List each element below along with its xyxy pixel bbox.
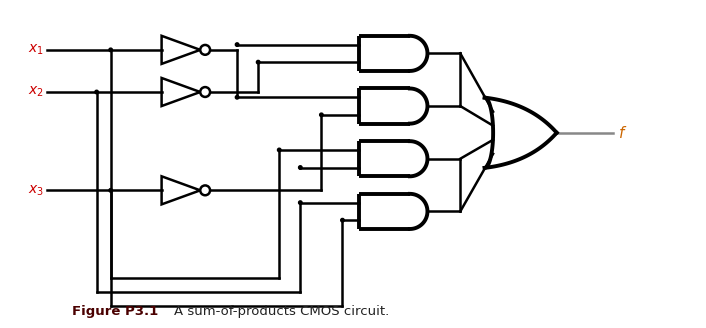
Circle shape [235, 43, 239, 46]
Circle shape [201, 45, 210, 55]
Circle shape [277, 148, 281, 152]
Text: $x_2$: $x_2$ [28, 85, 44, 99]
Circle shape [341, 218, 345, 222]
Circle shape [201, 87, 210, 97]
Circle shape [95, 90, 98, 94]
Text: A sum-of-products CMOS circuit.: A sum-of-products CMOS circuit. [174, 305, 389, 318]
Text: Figure P3.1: Figure P3.1 [72, 305, 158, 318]
Text: $x_3$: $x_3$ [28, 183, 44, 197]
Circle shape [299, 166, 302, 169]
Circle shape [109, 189, 112, 192]
Circle shape [299, 201, 302, 204]
Text: $f$: $f$ [618, 125, 627, 141]
Circle shape [235, 95, 239, 99]
Circle shape [256, 60, 260, 64]
Circle shape [109, 48, 112, 51]
Text: $x_1$: $x_1$ [28, 43, 44, 57]
Circle shape [320, 113, 323, 116]
Circle shape [201, 185, 210, 195]
